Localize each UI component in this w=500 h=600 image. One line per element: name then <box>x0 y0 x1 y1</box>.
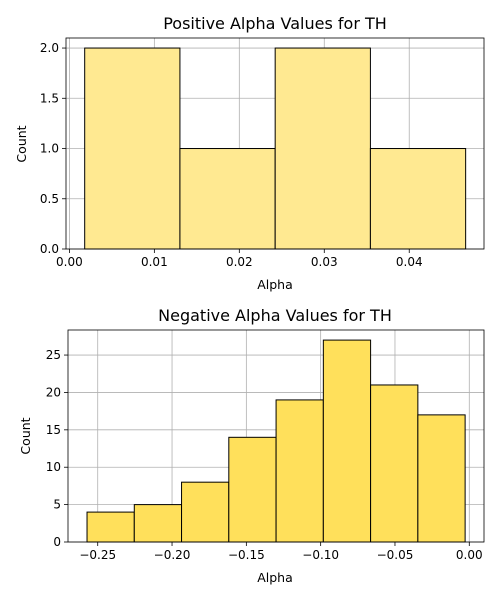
x-tick-label: −0.25 <box>79 548 116 562</box>
y-tick-label: 25 <box>46 348 61 362</box>
axes-frame <box>65 37 485 250</box>
y-tick-label: 2.0 <box>40 41 59 55</box>
x-tick-label: 0.03 <box>311 255 338 269</box>
x-ticks: −0.25 −0.20 −0.15 −0.10 −0.05 0.00 <box>79 542 483 562</box>
y-tick-label: 0.0 <box>40 242 59 256</box>
y-tick-label: 10 <box>46 460 61 474</box>
bars <box>84 47 467 250</box>
x-axis-label: Alpha <box>257 570 293 585</box>
chart-title: Negative Alpha Values for TH <box>158 306 392 325</box>
histogram-bar <box>417 414 466 543</box>
plot-area: −0.25 −0.20 −0.15 −0.10 −0.05 0.00 0 5 10 15 20 25 <box>46 329 485 562</box>
y-tick-label: 15 <box>46 423 61 437</box>
x-tick-label: 0.00 <box>456 548 483 562</box>
x-ticks: 0.00 0.01 0.02 0.03 0.04 <box>56 249 423 269</box>
x-axis-label: Alpha <box>257 277 293 292</box>
x-tick-label: −0.10 <box>302 548 339 562</box>
y-axis-label: Count <box>14 125 29 162</box>
histogram-bar <box>275 399 324 543</box>
plot-area: 0.00 0.01 0.02 0.03 0.04 0.0 0.5 1.0 1.5 2.0 <box>40 37 485 269</box>
histogram-bar <box>369 148 467 250</box>
y-tick-label: 1.0 <box>40 142 59 156</box>
chart-title: Positive Alpha Values for TH <box>163 14 387 33</box>
histogram-bar <box>179 148 276 250</box>
y-ticks: 0.0 0.5 1.0 1.5 2.0 <box>40 41 66 256</box>
x-tick-label: 0.04 <box>396 255 423 269</box>
y-axis-label: Count <box>18 417 33 454</box>
x-tick-label: 0.01 <box>141 255 168 269</box>
chart-positive-alpha: Positive Alpha Values for TH Alpha Count… <box>14 14 485 292</box>
histogram-bar <box>86 511 135 543</box>
chart-negative-alpha: Negative Alpha Values for TH Alpha Count… <box>18 306 485 585</box>
y-tick-label: 0.5 <box>40 192 59 206</box>
histogram-bar <box>181 481 230 543</box>
histogram-bar <box>322 339 372 543</box>
y-ticks: 0 5 10 15 20 25 <box>46 348 68 549</box>
x-tick-label: −0.15 <box>228 548 265 562</box>
x-tick-label: 0.02 <box>226 255 253 269</box>
histogram-bar <box>84 47 181 250</box>
axes-frame <box>67 329 485 543</box>
x-tick-label: 0.00 <box>56 255 83 269</box>
histogram-bar <box>370 384 419 543</box>
y-tick-label: 5 <box>53 498 61 512</box>
histogram-bar <box>133 504 183 543</box>
y-tick-label: 20 <box>46 385 61 399</box>
histogram-bar <box>228 436 277 543</box>
y-tick-label: 1.5 <box>40 91 59 105</box>
histogram-bar <box>274 47 371 250</box>
x-tick-label: −0.20 <box>154 548 191 562</box>
y-tick-label: 0 <box>53 535 61 549</box>
x-tick-label: −0.05 <box>377 548 414 562</box>
bars <box>86 339 466 543</box>
